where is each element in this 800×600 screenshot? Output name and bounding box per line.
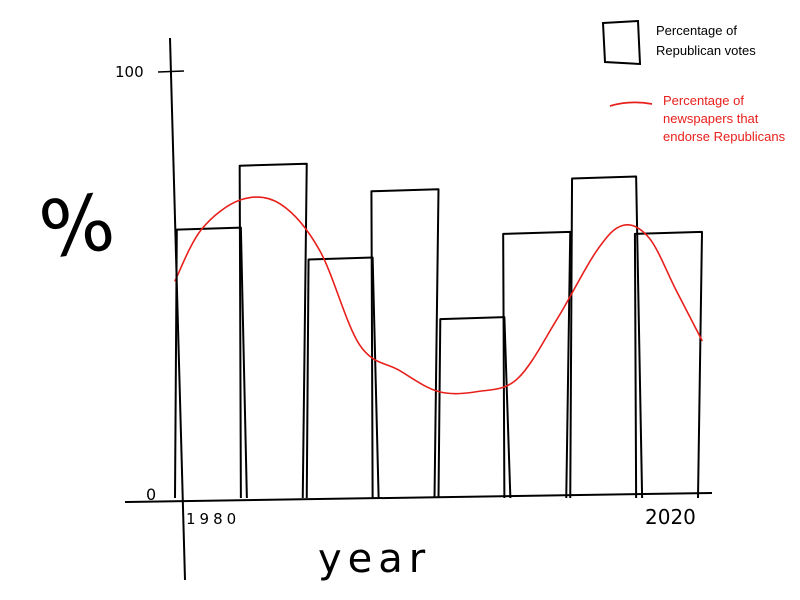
bar-8 bbox=[633, 230, 703, 499]
x-axis bbox=[124, 492, 713, 503]
y-axis bbox=[169, 37, 186, 581]
bar-2 bbox=[238, 162, 308, 499]
legend: Percentage of Republican votes Percentag… bbox=[601, 19, 786, 144]
bar-series bbox=[174, 162, 703, 499]
legend-label-endorse-line3: endorse Republicans bbox=[663, 129, 786, 144]
y-tick-label-0: 0 bbox=[146, 485, 156, 504]
y-axis-label-text: % bbox=[34, 177, 120, 276]
legend-label-votes-line2: Republican votes bbox=[656, 43, 756, 58]
bar-6 bbox=[502, 230, 572, 499]
bar-3 bbox=[305, 256, 380, 499]
x-tick-label-2020: 2020 bbox=[645, 505, 696, 529]
bar-7 bbox=[569, 175, 644, 499]
legend-label-votes: Percentage of Republican votes bbox=[656, 23, 756, 58]
legend-label-endorse: Percentage of newspapers that endorse Re… bbox=[663, 93, 786, 144]
bar-5 bbox=[437, 316, 512, 499]
legend-label-endorse-line1: Percentage of bbox=[663, 93, 744, 108]
legend-bar-swatch bbox=[601, 19, 642, 66]
legend-label-votes-line1: Percentage of bbox=[656, 23, 737, 38]
x-tick-label-1980: 1980 bbox=[186, 510, 240, 528]
newspaper-endorsement-line bbox=[174, 196, 703, 395]
legend-label-endorse-line2: newspapers that bbox=[663, 111, 759, 126]
x-axis-label: year bbox=[318, 536, 431, 582]
bar-1 bbox=[174, 226, 248, 499]
y-axis-label: % bbox=[34, 177, 120, 276]
bar-4 bbox=[370, 188, 440, 499]
y-tick-100 bbox=[157, 70, 185, 73]
y-tick-label-100: 100 bbox=[115, 63, 144, 81]
legend-line-swatch bbox=[609, 101, 653, 107]
